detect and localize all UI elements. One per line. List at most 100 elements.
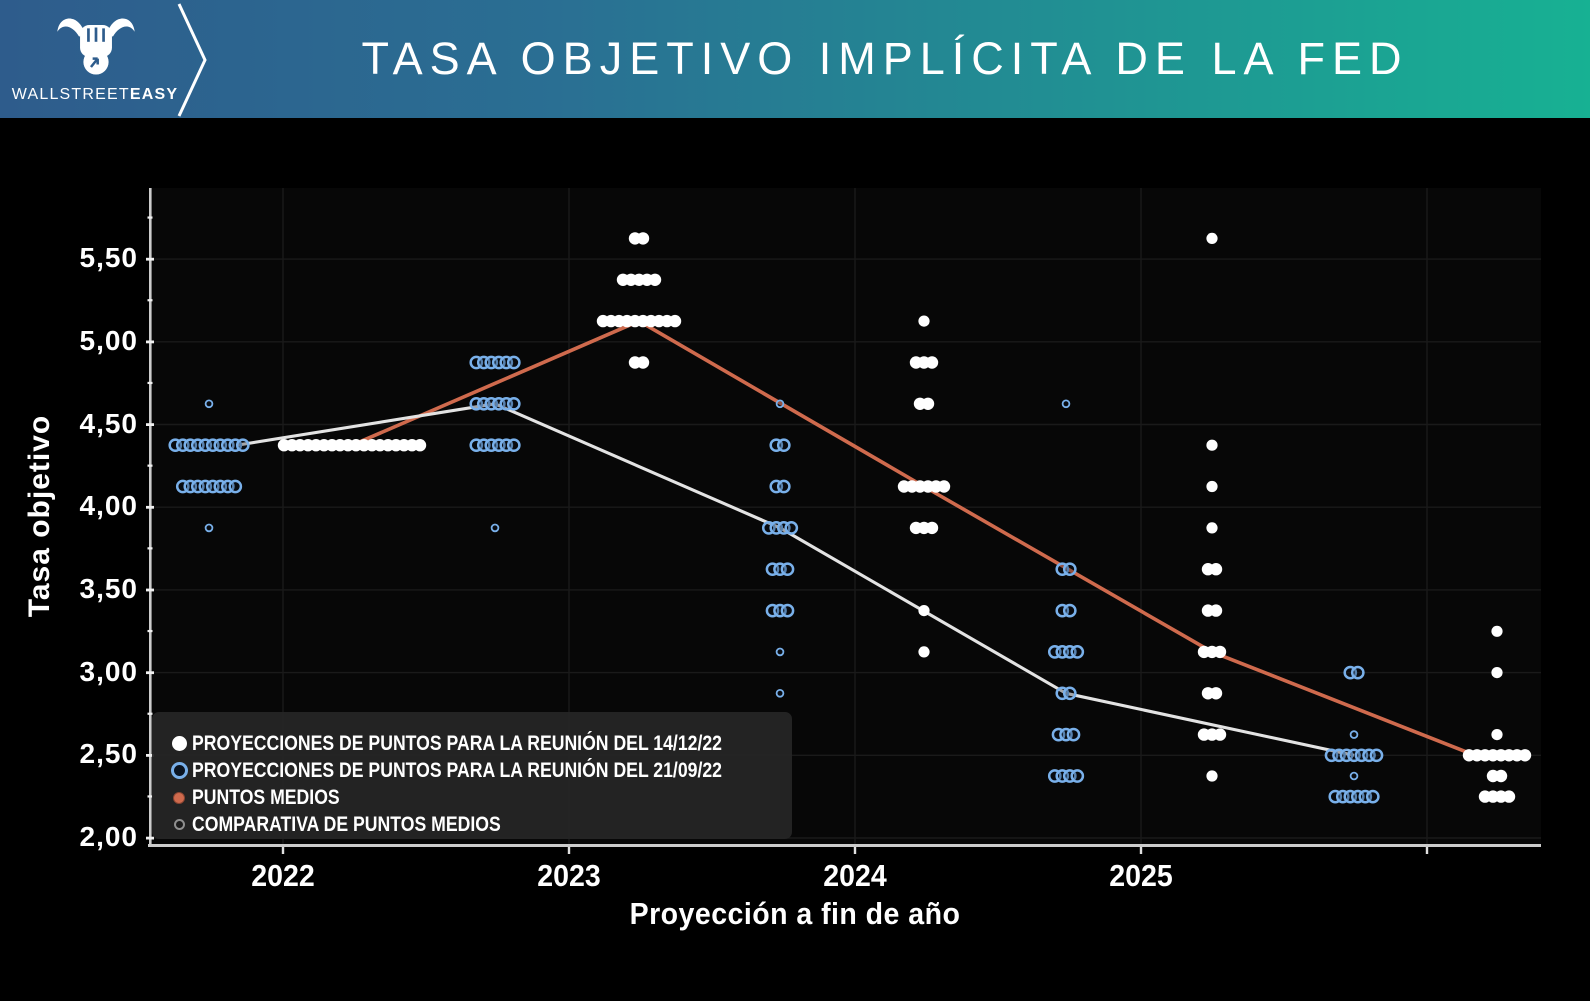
projection-dot-dec [1206,522,1218,534]
brand-name: WALLSTREETEASY [10,86,180,104]
y-tick-label: 5,00 [79,324,138,356]
x-tick-label: 2022 [251,858,315,893]
projection-dot-dec [1518,749,1532,762]
y-axis-tick [147,712,153,715]
projection-circle-sep [776,438,791,453]
legend-label: PROYECCIONES DE PUNTOS PARA LA REUNIÓN D… [192,758,722,782]
x-axis-tick [1425,847,1429,854]
projection-dot-dec [925,356,939,369]
projection-dot-dec [1209,687,1223,700]
y-axis-tick [147,464,153,467]
x-axis-tick [1139,847,1143,854]
x-axis-tick [567,847,571,854]
projection-dot-dec [1206,480,1218,493]
projection-dot-dec [921,397,935,410]
x-axis-tick [281,847,285,854]
x-tick-label: 2025 [1109,858,1173,893]
projection-circle-sep [235,438,250,453]
projection-circle-sep [780,603,795,618]
legend-label: PUNTOS MEDIOS [192,785,340,809]
projection-circle-sep [775,399,785,409]
projection-dot-dec [636,232,650,245]
projection-dot-dec [1213,728,1227,741]
legend-item: PROYECCIONES DE PUNTOS PARA LA REUNIÓN D… [166,730,792,757]
projection-circle-sep [506,355,521,370]
y-tick-label: 2,00 [79,821,138,852]
projection-dot-dec [1502,790,1516,803]
projection-dot-dec [918,315,930,327]
projection-dot-dec [1491,667,1503,679]
y-tick-label: 4,50 [79,407,138,439]
projection-circle-sep [776,479,791,494]
y-axis-tick [146,836,154,840]
x-axis-tick [853,847,857,854]
median-line-comparative [236,402,1355,757]
projection-circle-sep [1349,730,1359,739]
y-tick-label: 4,00 [79,490,138,522]
projection-dot-dec [918,605,930,617]
legend: PROYECCIONES DE PUNTOS PARA LA REUNIÓN D… [152,712,792,839]
y-tick-label: 3,50 [79,572,138,604]
projection-circle-sep [775,647,785,657]
projection-dot-dec [1494,769,1508,783]
y-axis-tick [147,299,153,302]
legend-marker-open-circle-icon [166,762,192,779]
projection-dot-dec [918,646,930,658]
projection-dot-dec [1491,625,1503,637]
projection-dot-dec [1209,563,1223,576]
projection-circle-sep [1062,603,1077,618]
projection-dot-dec [925,521,939,535]
projection-dot-dec [1209,604,1223,617]
projection-circle-sep [506,438,521,453]
header-banner: WALLSTREETEASY TASA OBJETIVO IMPLÍCITA D… [0,0,1590,118]
legend-item: PUNTOS MEDIOS [166,784,792,811]
y-tick-label: 2,50 [79,738,138,770]
y-axis-tick [147,381,153,385]
y-axis-tick [146,671,154,675]
projection-circle-sep [784,521,799,535]
projection-circle-sep [1061,399,1071,409]
y-tick-label: 5,50 [79,242,138,274]
brand-name-regular: WALLSTREET [11,86,130,103]
projection-circle-sep [506,396,521,411]
legend-item: PROYECCIONES DE PUNTOS PARA LA REUNIÓN D… [166,757,792,784]
projection-circle-sep [228,479,243,494]
y-tick-label: 3,00 [79,655,138,687]
projection-circle-sep [490,523,500,533]
projection-dot-dec [1491,729,1503,741]
projection-dot-dec [937,480,951,493]
projection-circle-sep [1349,771,1359,781]
brand-name-bold: EASY [129,86,179,103]
projection-circle-sep [1062,562,1077,577]
projection-dot-dec [648,273,662,286]
page-title: TASA OBJETIVO IMPLÍCITA DE LA FED [361,33,1409,84]
y-axis-tick [147,547,153,550]
projection-dot-dec [668,314,682,328]
projection-circle-sep [1369,748,1384,763]
y-axis-tick [147,795,153,798]
bull-logo-icon [57,18,135,75]
projection-circle-sep [1365,789,1380,804]
legend-label: PROYECCIONES DE PUNTOS PARA LA REUNIÓN D… [192,731,722,755]
legend-marker-white-dot-icon [166,736,192,751]
projection-circle-sep [1070,645,1085,659]
x-axis-title: Proyección a fin de año [629,896,961,931]
projection-dot-dec [413,439,427,452]
projection-dot-dec [636,356,650,369]
y-axis-tick [147,216,153,219]
projection-circle-sep [204,523,214,533]
y-axis-line [149,188,152,846]
legend-marker-gray-dot-icon [166,819,192,830]
projection-dot-dec [1206,770,1218,782]
x-axis-line [148,844,1541,847]
legend-label: COMPARATIVA DE PUNTOS MEDIOS [192,812,501,836]
projection-dot-dec [1206,232,1218,244]
legend-item: COMPARATIVA DE PUNTOS MEDIOS [166,811,792,838]
projection-circle-sep [1070,769,1085,783]
y-axis-tick [146,340,154,344]
brand-logo: WALLSTREETEASY [10,4,180,114]
y-axis-tick [146,505,154,509]
projection-circle-sep [1350,665,1365,680]
